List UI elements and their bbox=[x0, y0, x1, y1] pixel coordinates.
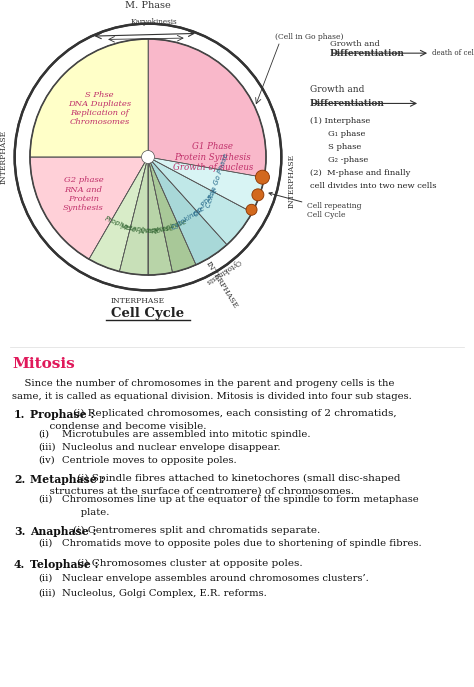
Circle shape bbox=[142, 150, 155, 164]
Wedge shape bbox=[148, 157, 264, 212]
Circle shape bbox=[255, 170, 269, 184]
Text: (i) Centromeres split and chromatids separate.: (i) Centromeres split and chromatids sep… bbox=[73, 526, 320, 535]
Text: G₂ -phase: G₂ -phase bbox=[328, 157, 368, 164]
Text: Telophase: Telophase bbox=[153, 218, 188, 235]
Text: Mitosis: Mitosis bbox=[12, 357, 75, 371]
Wedge shape bbox=[148, 157, 252, 245]
Wedge shape bbox=[119, 157, 148, 275]
Text: 1.: 1. bbox=[14, 409, 26, 420]
Text: Karyokinesis: Karyokinesis bbox=[131, 19, 177, 27]
Wedge shape bbox=[30, 157, 148, 259]
Circle shape bbox=[15, 23, 282, 291]
Text: Differentiation: Differentiation bbox=[330, 49, 405, 58]
Text: (2)  M-phase and finally: (2) M-phase and finally bbox=[310, 170, 410, 177]
Text: plate.: plate. bbox=[62, 508, 109, 517]
Text: S phase: S phase bbox=[328, 144, 361, 151]
Wedge shape bbox=[30, 157, 148, 259]
Text: Cell in Go Phase: Cell in Go Phase bbox=[205, 153, 229, 209]
Text: (ii): (ii) bbox=[38, 495, 52, 504]
Circle shape bbox=[252, 189, 264, 201]
Text: (iv): (iv) bbox=[38, 456, 55, 465]
Text: Go Phase: Go Phase bbox=[193, 187, 219, 217]
Text: G1 Phase
Protein Synthesis
Growth of nucleus: G1 Phase Protein Synthesis Growth of nuc… bbox=[173, 142, 253, 172]
Text: Growth and: Growth and bbox=[330, 40, 380, 47]
Wedge shape bbox=[148, 157, 196, 273]
Text: INTERPHASE: INTERPHASE bbox=[0, 130, 8, 184]
Wedge shape bbox=[148, 157, 264, 212]
Text: Nucleolus, Golgi Complex, E.R. reforms.: Nucleolus, Golgi Complex, E.R. reforms. bbox=[62, 589, 267, 598]
Text: Since the number of chromosomes in the parent and progeny cells is the: Since the number of chromosomes in the p… bbox=[12, 379, 394, 388]
Wedge shape bbox=[148, 157, 173, 275]
Text: Growth and: Growth and bbox=[310, 85, 365, 94]
Text: Prophase :: Prophase : bbox=[30, 409, 94, 420]
Text: Prophase: Prophase bbox=[104, 216, 137, 234]
Wedge shape bbox=[30, 39, 148, 157]
Text: Differentiation: Differentiation bbox=[310, 99, 385, 108]
Text: structures at the surface of centromere) of chromosomes.: structures at the surface of centromere)… bbox=[30, 487, 354, 496]
Text: Metaphase :: Metaphase : bbox=[30, 474, 104, 485]
Text: 4.: 4. bbox=[14, 559, 25, 570]
Text: Anaphase: Anaphase bbox=[137, 225, 174, 235]
Text: M. Phase: M. Phase bbox=[125, 1, 171, 10]
Wedge shape bbox=[148, 157, 227, 264]
Text: (iii): (iii) bbox=[38, 443, 55, 452]
Wedge shape bbox=[119, 157, 148, 275]
Wedge shape bbox=[89, 157, 148, 271]
Text: Cytokinese: Cytokinese bbox=[170, 205, 206, 232]
Wedge shape bbox=[30, 39, 148, 157]
Wedge shape bbox=[148, 39, 266, 275]
Text: Centriole moves to opposite poles.: Centriole moves to opposite poles. bbox=[62, 456, 237, 465]
Text: INTERPHASE: INTERPHASE bbox=[203, 260, 239, 310]
Text: INTERPHASE: INTERPHASE bbox=[288, 153, 296, 207]
Text: death of cell at last: death of cell at last bbox=[432, 49, 474, 57]
Text: Cell repeating
Cell Cycle: Cell repeating Cell Cycle bbox=[269, 192, 362, 219]
Text: G2 phase
RNA and
Protein
Synthesis: G2 phase RNA and Protein Synthesis bbox=[63, 177, 104, 212]
Text: Cytokinesis: Cytokinesis bbox=[203, 258, 242, 286]
Text: (Cell in Go phase): (Cell in Go phase) bbox=[275, 33, 344, 41]
Text: G₁ phase: G₁ phase bbox=[328, 131, 365, 139]
Wedge shape bbox=[148, 157, 227, 264]
Text: Anaphase :: Anaphase : bbox=[30, 526, 97, 537]
Text: Metaphase: Metaphase bbox=[119, 224, 158, 235]
Text: 3.: 3. bbox=[14, 526, 26, 537]
Text: Cell Cycle: Cell Cycle bbox=[111, 308, 184, 320]
Text: Chromosomes line up at the equator of the spindle to form metaphase: Chromosomes line up at the equator of th… bbox=[62, 495, 419, 504]
Text: 2.: 2. bbox=[14, 474, 25, 485]
Text: S Phse
DNA Dupliates
Replication of
Chromosomes: S Phse DNA Dupliates Replication of Chro… bbox=[68, 91, 131, 126]
Text: (i) Spindle fibres attached to kinetochores (small disc-shaped: (i) Spindle fibres attached to kinetocho… bbox=[77, 474, 401, 483]
Text: Microtubules are assembled into mitotic spindle.: Microtubules are assembled into mitotic … bbox=[62, 430, 310, 439]
Text: (i) Chromosomes cluster at opposite poles.: (i) Chromosomes cluster at opposite pole… bbox=[77, 559, 303, 568]
Text: cell divides into two new cells: cell divides into two new cells bbox=[310, 183, 437, 190]
Text: (ii): (ii) bbox=[38, 539, 52, 548]
Wedge shape bbox=[148, 157, 196, 273]
Text: (i): (i) bbox=[38, 430, 49, 439]
Text: Chromatids move to opposite poles due to shortening of spindle fibres.: Chromatids move to opposite poles due to… bbox=[62, 539, 422, 548]
Wedge shape bbox=[148, 157, 173, 275]
Circle shape bbox=[246, 204, 257, 215]
Wedge shape bbox=[148, 39, 266, 275]
Text: condense and become visible.: condense and become visible. bbox=[30, 422, 207, 431]
Text: (1) Interphase: (1) Interphase bbox=[310, 117, 370, 126]
Text: (i) Replicated chromosomes, each consisting of 2 chromatids,: (i) Replicated chromosomes, each consist… bbox=[73, 409, 397, 418]
Text: INTERPHASE: INTERPHASE bbox=[111, 297, 165, 305]
Text: Nuclear envelope assembles around chromosomes clusters’.: Nuclear envelope assembles around chromo… bbox=[62, 574, 369, 583]
Wedge shape bbox=[148, 157, 252, 245]
Text: Nucleolus and nuclear envelope disappear.: Nucleolus and nuclear envelope disappear… bbox=[62, 443, 281, 452]
Text: (ii): (ii) bbox=[38, 574, 52, 583]
Text: same, it is called as equational division. Mitosis is divided into four sub stag: same, it is called as equational divisio… bbox=[12, 392, 412, 401]
Text: (iii): (iii) bbox=[38, 589, 55, 598]
Wedge shape bbox=[89, 157, 148, 271]
Text: Telophase :: Telophase : bbox=[30, 559, 99, 570]
